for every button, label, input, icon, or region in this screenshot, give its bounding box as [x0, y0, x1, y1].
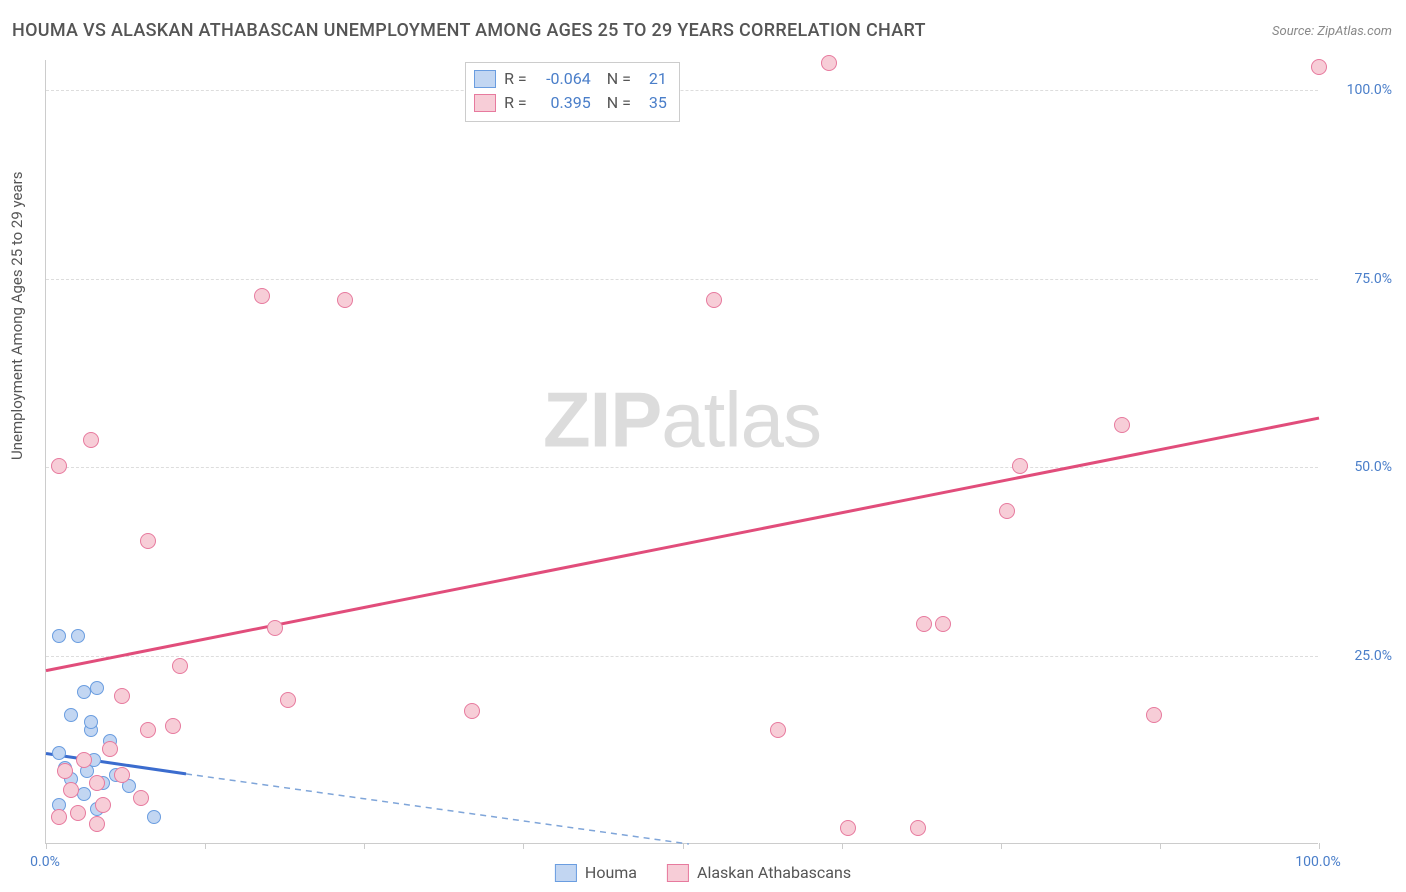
- data-point: [52, 629, 66, 643]
- data-point: [910, 820, 926, 836]
- y-tick-label: 75.0%: [1354, 271, 1392, 287]
- data-point: [1146, 707, 1162, 723]
- data-point: [1311, 59, 1327, 75]
- data-point: [1012, 458, 1028, 474]
- data-point: [172, 658, 188, 674]
- legend-label: Houma: [585, 863, 637, 882]
- stat-row: R = -0.064 N = 21: [474, 67, 667, 91]
- legend-item-athabascan: Alaskan Athabascans: [667, 863, 851, 882]
- data-point: [280, 692, 296, 708]
- source-label: Source: ZipAtlas.com: [1272, 24, 1392, 39]
- data-point: [83, 432, 99, 448]
- data-point: [57, 763, 73, 779]
- n-value: 35: [639, 91, 667, 115]
- data-point: [140, 533, 156, 549]
- y-axis-label: Unemployment Among Ages 25 to 29 years: [8, 172, 26, 460]
- n-value: 21: [639, 67, 667, 91]
- data-point: [63, 782, 79, 798]
- r-label: R =: [504, 67, 527, 91]
- r-label: R =: [504, 91, 527, 115]
- scatter-chart: ZIPatlas: [45, 60, 1318, 844]
- data-point: [165, 718, 181, 734]
- swatch-icon: [474, 94, 496, 112]
- x-tick-mark: [842, 843, 843, 849]
- data-point: [51, 809, 67, 825]
- x-tick-mark: [523, 843, 524, 849]
- data-point: [89, 775, 105, 791]
- data-point: [840, 820, 856, 836]
- data-point: [999, 503, 1015, 519]
- chart-title: HOUMA VS ALASKAN ATHABASCAN UNEMPLOYMENT…: [12, 20, 926, 41]
- data-point: [706, 292, 722, 308]
- legend-label: Alaskan Athabascans: [697, 863, 851, 882]
- correlation-stat-box: R = -0.064 N = 21 R = 0.395 N = 35: [465, 62, 680, 122]
- athabascan-swatch-icon: [667, 864, 689, 882]
- n-label: N =: [607, 91, 631, 115]
- data-point: [102, 741, 118, 757]
- x-tick-mark: [683, 843, 684, 849]
- r-value: -0.064: [535, 67, 591, 91]
- y-tick-label: 100.0%: [1347, 82, 1392, 98]
- r-value: 0.395: [535, 91, 591, 115]
- data-point: [90, 681, 104, 695]
- houma-swatch-icon: [555, 864, 577, 882]
- data-point: [64, 708, 78, 722]
- data-point: [254, 288, 270, 304]
- stat-row: R = 0.395 N = 35: [474, 91, 667, 115]
- n-label: N =: [607, 67, 631, 91]
- y-tick-label: 25.0%: [1354, 648, 1392, 664]
- data-point: [114, 767, 130, 783]
- data-point: [133, 790, 149, 806]
- data-point: [51, 458, 67, 474]
- data-point: [935, 616, 951, 632]
- y-tick-label: 50.0%: [1354, 459, 1392, 475]
- data-point: [71, 629, 85, 643]
- data-point: [267, 620, 283, 636]
- data-point: [337, 292, 353, 308]
- x-tick-mark: [205, 843, 206, 849]
- data-point: [89, 816, 105, 832]
- x-tick-mark: [364, 843, 365, 849]
- x-tick-label: 100.0%: [1295, 854, 1340, 870]
- x-tick-mark: [46, 843, 47, 849]
- x-tick-mark: [1001, 843, 1002, 849]
- trend-lines: [46, 60, 1318, 843]
- data-point: [821, 55, 837, 71]
- data-point: [52, 746, 66, 760]
- data-point: [916, 616, 932, 632]
- data-point: [114, 688, 130, 704]
- data-point: [140, 722, 156, 738]
- data-point: [84, 715, 98, 729]
- data-point: [95, 797, 111, 813]
- legend-item-houma: Houma: [555, 863, 637, 882]
- x-tick-label: 0.0%: [30, 854, 60, 870]
- x-tick-mark: [1319, 843, 1320, 849]
- bottom-legend: Houma Alaskan Athabascans: [555, 863, 851, 882]
- swatch-icon: [474, 70, 496, 88]
- data-point: [1114, 417, 1130, 433]
- data-point: [70, 805, 86, 821]
- data-point: [76, 752, 92, 768]
- data-point: [147, 810, 161, 824]
- data-point: [770, 722, 786, 738]
- data-point: [464, 703, 480, 719]
- x-tick-mark: [1160, 843, 1161, 849]
